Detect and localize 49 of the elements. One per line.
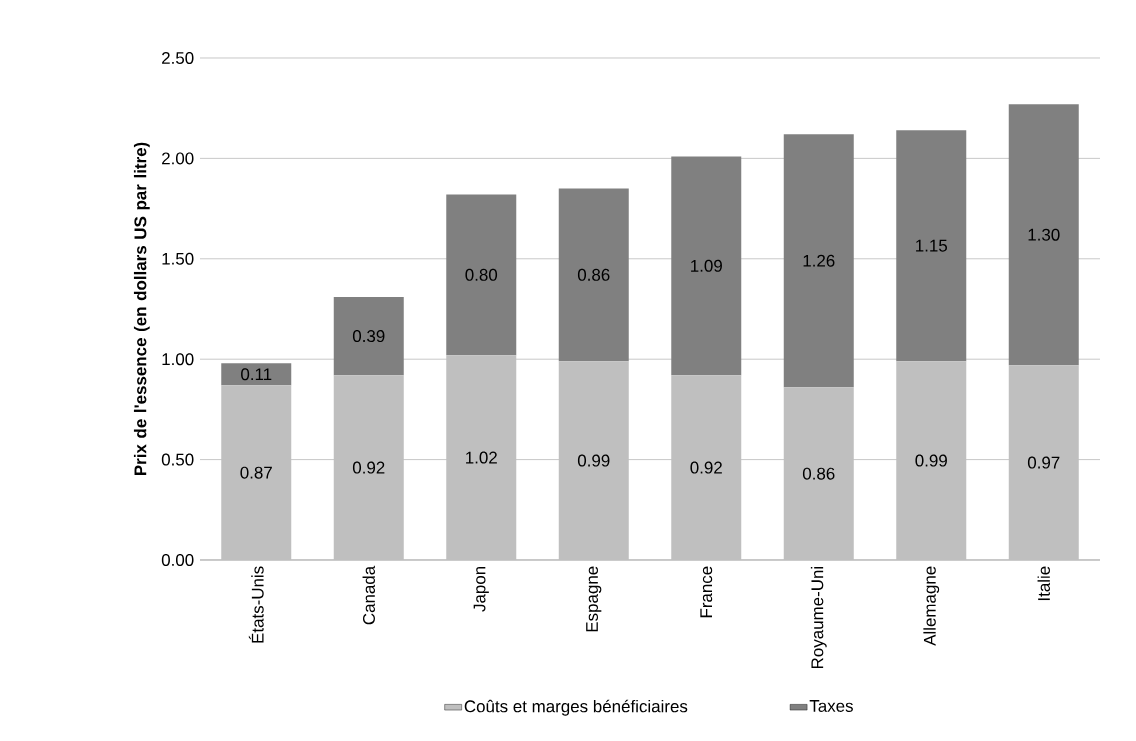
- bar: [896, 361, 967, 560]
- y-tick-label: 1.00: [162, 353, 194, 366]
- data-label: 0.86: [577, 268, 610, 281]
- y-tick-label: 0.00: [161, 553, 194, 566]
- data-label: 0.92: [352, 461, 385, 474]
- legend-label: Coûts et marges bénéficiaires: [464, 699, 688, 716]
- bar: [671, 156, 742, 376]
- x-tick-label: Royaume-Uni: [810, 566, 827, 668]
- bar: [783, 134, 854, 388]
- data-label: 1.30: [1028, 228, 1060, 241]
- data-label: 0.97: [1027, 456, 1060, 469]
- data-label: 0.11: [241, 368, 272, 381]
- bar: [446, 194, 517, 356]
- bar: [1008, 365, 1079, 560]
- data-label: 0.39: [352, 330, 385, 343]
- bar: [333, 375, 404, 560]
- bar: [783, 387, 854, 560]
- x-tick-label: Canada: [362, 565, 375, 625]
- bar: [221, 385, 292, 560]
- bar: [333, 296, 404, 376]
- x-tick-label: Allemagne: [923, 566, 940, 646]
- data-label: 1.09: [691, 259, 722, 272]
- y-axis-title: Prix de l'essence (en dollars US par litre): [133, 142, 150, 476]
- y-tick-label: 1.50: [162, 252, 194, 265]
- x-tick-label: Espagne: [586, 566, 602, 632]
- data-label: 0.99: [577, 454, 610, 467]
- data-label: 0.99: [915, 454, 947, 467]
- bar: [221, 363, 292, 386]
- bar: [558, 361, 629, 560]
- legend-label: Taxes: [809, 700, 853, 712]
- bar: [446, 355, 517, 560]
- y-tick-label: 0.50: [161, 453, 194, 466]
- bar: [671, 375, 742, 560]
- data-label: 0.86: [802, 467, 835, 480]
- data-label: 1.02: [466, 451, 497, 464]
- x-tick-label: Japon: [473, 566, 489, 612]
- y-tick-label: 2.50: [162, 51, 194, 64]
- data-label: 1.26: [803, 254, 835, 267]
- data-label: 1.15: [916, 239, 948, 252]
- data-label: 0.87: [240, 466, 272, 479]
- y-tick-label: 2.00: [162, 152, 194, 165]
- data-label: 0.80: [465, 268, 498, 281]
- x-tick-label: France: [700, 566, 713, 618]
- x-tick-label: États-Unis: [248, 566, 264, 643]
- bar: [558, 188, 629, 362]
- x-tick-label: Italie: [1037, 566, 1050, 601]
- bar: [1008, 104, 1079, 366]
- bar: [896, 130, 967, 362]
- data-label: 0.92: [690, 461, 722, 474]
